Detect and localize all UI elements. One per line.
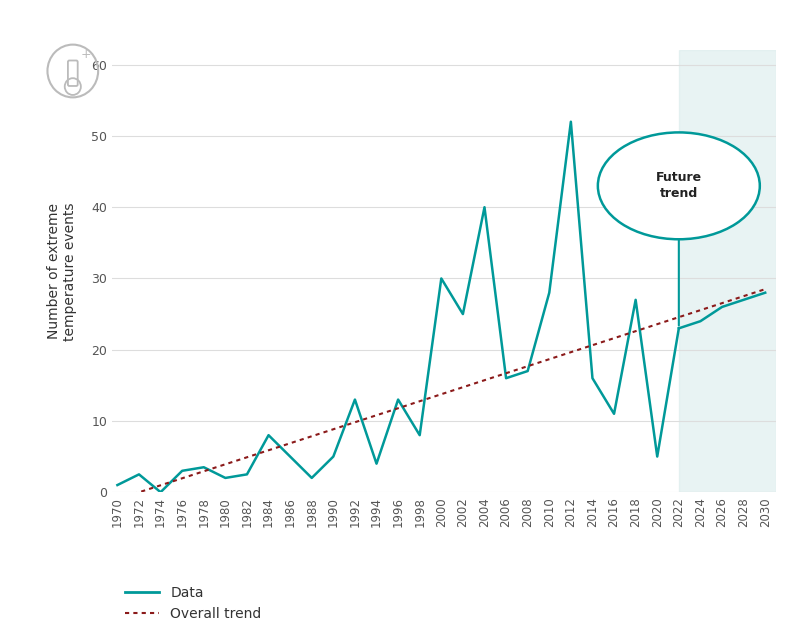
Circle shape — [598, 133, 760, 239]
Text: +: + — [81, 48, 91, 61]
Legend: Data, Overall trend: Data, Overall trend — [119, 581, 267, 627]
Y-axis label: Number of extreme
temperature events: Number of extreme temperature events — [47, 202, 78, 341]
Text: Future
trend: Future trend — [656, 172, 702, 200]
Bar — [679, 50, 776, 492]
